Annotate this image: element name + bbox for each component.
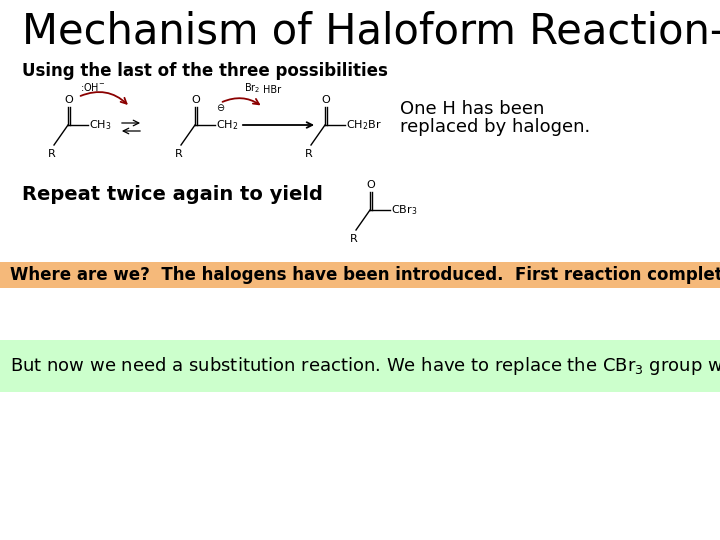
Text: R: R (305, 149, 313, 159)
Text: $\ominus$: $\ominus$ (216, 102, 225, 113)
Text: CH$_2$Br: CH$_2$Br (346, 118, 382, 132)
Text: O: O (322, 95, 330, 105)
Text: replaced by halogen.: replaced by halogen. (400, 118, 590, 136)
Text: CH$_2$: CH$_2$ (216, 118, 238, 132)
Text: Repeat twice again to yield: Repeat twice again to yield (22, 185, 323, 204)
Text: One H has been: One H has been (400, 100, 544, 118)
Text: CBr$_3$: CBr$_3$ (391, 203, 418, 217)
FancyBboxPatch shape (0, 340, 720, 392)
Text: CH$_3$: CH$_3$ (89, 118, 112, 132)
Text: O: O (366, 180, 375, 190)
Text: Using the last of the three possibilities: Using the last of the three possibilitie… (22, 62, 388, 80)
Text: O: O (192, 95, 200, 105)
Text: Mechanism of Haloform Reaction-1: Mechanism of Haloform Reaction-1 (22, 10, 720, 52)
Text: Br$_2$: Br$_2$ (244, 81, 260, 95)
Text: R: R (48, 149, 56, 159)
Text: :OH$^{-}$: :OH$^{-}$ (80, 81, 105, 93)
Text: O: O (65, 95, 73, 105)
Text: But now we need a substitution reaction. We have to replace the CBr$_3$ group wi: But now we need a substitution reaction.… (10, 355, 720, 377)
Text: HBr: HBr (263, 85, 281, 95)
Text: R: R (350, 234, 358, 244)
Text: R: R (175, 149, 183, 159)
FancyBboxPatch shape (0, 262, 720, 288)
Text: Where are we?  The halogens have been introduced.  First reaction completed.: Where are we? The halogens have been int… (10, 266, 720, 284)
